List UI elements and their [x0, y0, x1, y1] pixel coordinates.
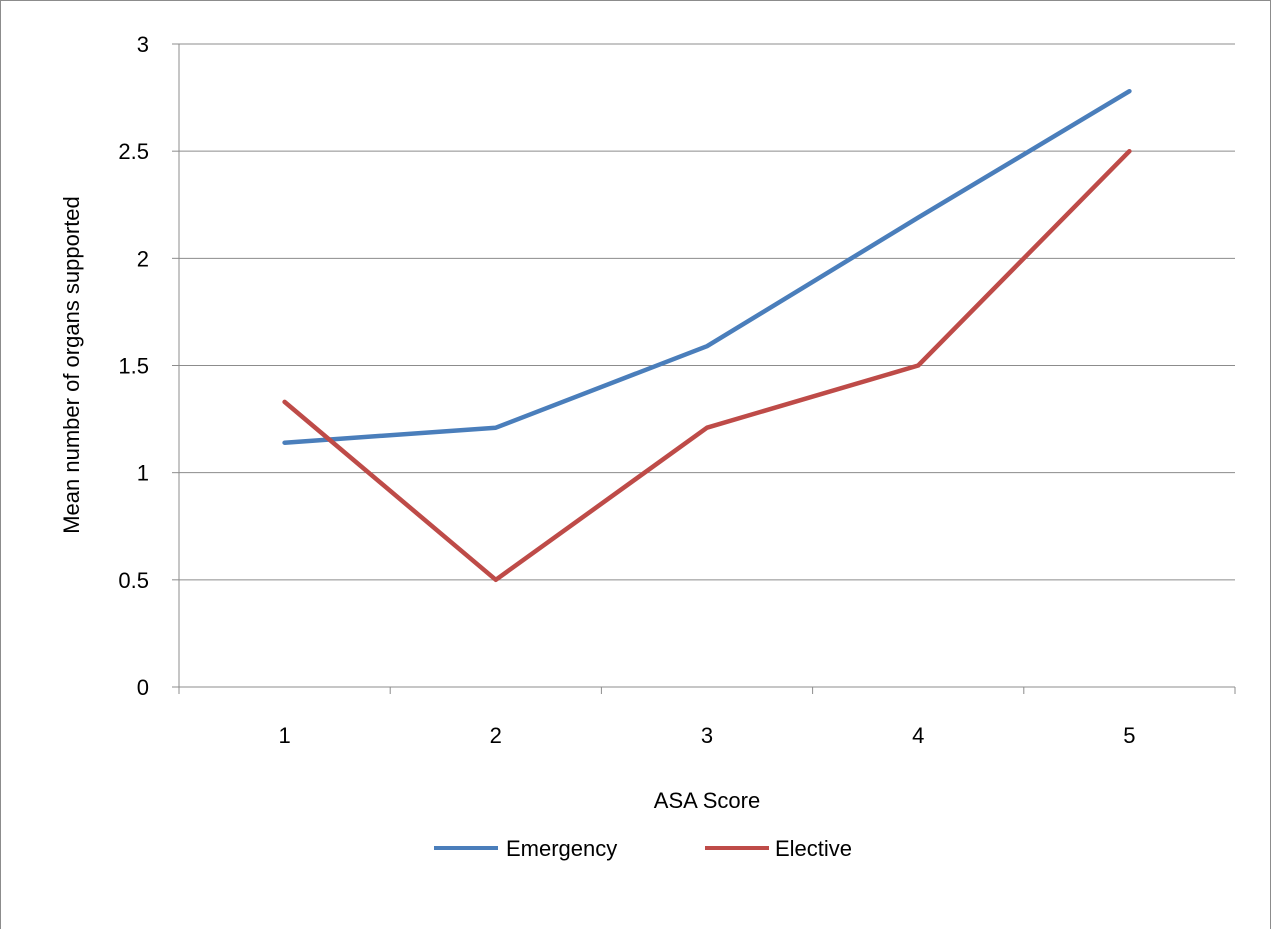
y-tick-labels: 0 0.5 1 1.5 2 2.5 3: [118, 32, 149, 700]
series-lines: [282, 88, 1132, 583]
x-tick-labels: 1 2 3 4 5: [278, 723, 1135, 748]
x-tick-label: 3: [701, 723, 713, 748]
y-tick-label: 1.5: [118, 354, 149, 379]
x-tick-label: 1: [278, 723, 290, 748]
x-tick-label: 4: [912, 723, 924, 748]
x-axis-title: ASA Score: [654, 788, 760, 813]
legend-label-emergency: Emergency: [506, 836, 617, 861]
y-tick-label: 2.5: [118, 139, 149, 164]
series-line-elective: [282, 148, 1132, 583]
y-tick-label: 0: [137, 675, 149, 700]
y-tick-label: 3: [137, 32, 149, 57]
y-tick-label: 2: [137, 246, 149, 271]
series-line-emergency: [282, 88, 1132, 445]
legend-item-emergency: Emergency: [434, 836, 617, 861]
legend-label-elective: Elective: [775, 836, 852, 861]
y-tick-label: 1: [137, 461, 149, 486]
legend: Emergency Elective: [434, 836, 852, 861]
y-tick-label: 0.5: [118, 568, 149, 593]
y-axis-title: Mean number of organs supported: [59, 196, 84, 534]
gridlines: [179, 43, 1235, 581]
x-tick-label: 2: [490, 723, 502, 748]
legend-item-elective: Elective: [705, 836, 852, 861]
axes: [172, 43, 1236, 694]
x-tick-label: 5: [1123, 723, 1135, 748]
